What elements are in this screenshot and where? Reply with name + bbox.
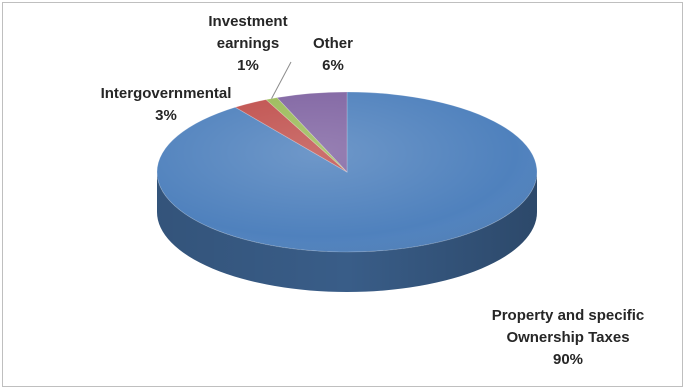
pie-labels: Property and specific Ownership Taxes 90% I… — [101, 13, 645, 368]
pie-label-2: Investment earnings 1% — [208, 13, 287, 74]
pie-label-0: Property and specific Ownership Taxes 90% — [492, 307, 645, 368]
pie-value-label-0: 90% — [553, 351, 583, 368]
pie-label-1: Intergovernmental 3% — [101, 85, 232, 124]
pie-category-label-3: Other — [313, 35, 353, 52]
pie-leader-line-2 — [271, 61, 292, 99]
pie-category-label-0: Ownership Taxes — [506, 329, 629, 346]
pie-top-highlight — [157, 92, 537, 252]
pie-category-label-2: earnings — [217, 35, 280, 52]
pie-category-label-1: Intergovernmental — [101, 85, 232, 102]
pie-side-shade-0 — [157, 172, 537, 292]
pie-category-label-2: Investment — [208, 13, 287, 30]
pie-label-3: Other 6% — [313, 35, 353, 74]
pie-value-label-2: 1% — [237, 57, 259, 74]
pie-value-label-3: 6% — [322, 57, 344, 74]
pie-side-walls — [157, 172, 537, 292]
pie-top-faces — [156, 91, 538, 253]
pie-value-label-1: 3% — [155, 107, 177, 124]
pie-category-label-0: Property and specific — [492, 307, 645, 324]
